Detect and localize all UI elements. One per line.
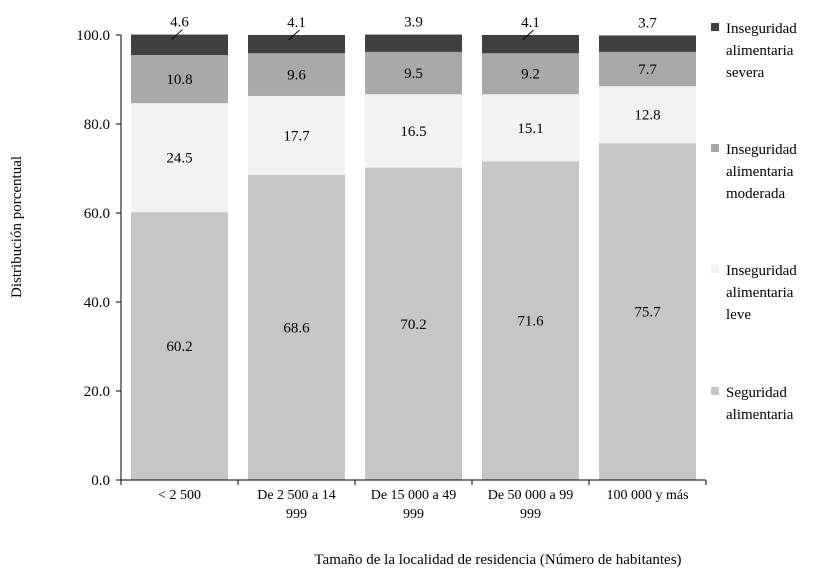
data-label-leader-1 [288, 29, 300, 41]
bar-segment-3-0 [131, 34, 228, 56]
data-label-0-2: 70.2 [400, 317, 426, 333]
legend-label-3: Inseguridad [726, 21, 797, 37]
data-label-1-0: 24.5 [166, 151, 192, 167]
bar-segment-0-0 [131, 212, 228, 481]
x-tick-label-1: De 2 500 a 14 [257, 488, 336, 503]
legend-label-2-line-1: alimentaria [726, 164, 794, 180]
bar-segment-0-3 [482, 161, 579, 480]
bar-segment-2-4 [599, 51, 696, 87]
data-label-0-4: 75.7 [634, 305, 661, 321]
data-label-1-2: 16.5 [400, 124, 426, 140]
data-label-2-3: 9.2 [521, 67, 540, 83]
data-label-0-0: 60.2 [166, 339, 192, 355]
legend-label-0: Seguridad [726, 385, 787, 401]
x-tick-label-4: 100 000 y más [606, 488, 688, 503]
bar-segment-2-2 [365, 51, 462, 95]
data-labels-layer: 60.2 24.5 10.8 4.6 68.6 17.7 9.6 4.1 70.2 16.5 9.5… [166, 15, 661, 355]
legend-swatch-2 [711, 144, 719, 152]
data-label-3-0: 4.6 [170, 15, 189, 31]
legend-label-0-line-1: alimentaria [726, 407, 794, 423]
legend-label-3-line-1: alimentaria [726, 43, 794, 59]
legend-label-3-line-2: severa [726, 65, 765, 81]
data-label-leader-0 [171, 29, 183, 40]
x-axis-title: Tamaño de la localidad de residencia (Nú… [314, 552, 681, 568]
y-axis-title: Distribución porcentual [9, 156, 25, 298]
x-tick-label-1-line-1: 999 [286, 507, 307, 522]
bar-segment-1-4 [599, 86, 696, 144]
data-label-3-1: 4.1 [287, 15, 306, 31]
bars-layer [131, 34, 696, 481]
bar-segment-3-4 [599, 35, 696, 52]
legend: Inseguridad alimentaria severa Inseguridad a… [711, 21, 797, 423]
bar-segment-0-2 [365, 167, 462, 481]
bar-segment-1-0 [131, 103, 228, 213]
y-tick-label-2: 40.0 [84, 295, 110, 311]
x-tick-label-2-line-1: 999 [403, 507, 424, 522]
data-label-0-1: 68.6 [283, 320, 310, 336]
y-tick-label-4: 80.0 [84, 117, 110, 133]
axes-layer: < 2 500 De 2 500 a 14 999 De 15 000 a 49 999… [76, 28, 707, 522]
legend-label-1-line-1: alimentaria [726, 285, 794, 301]
bar-segment-0-4 [599, 143, 696, 480]
legend-label-1-line-2: leve [726, 307, 751, 323]
data-label-3-2: 3.9 [404, 15, 423, 31]
y-tick-label-3: 60.0 [84, 206, 110, 222]
bar-segment-1-2 [365, 94, 462, 168]
bar-segment-2-0 [131, 55, 228, 104]
bar-segment-3-2 [365, 34, 462, 52]
y-tick-label-1: 20.0 [84, 384, 110, 400]
data-label-leader-3 [522, 29, 534, 41]
data-label-1-3: 15.1 [517, 121, 543, 137]
legend-swatch-1 [711, 265, 719, 273]
x-tick-label-0: < 2 500 [158, 488, 201, 503]
data-label-2-2: 9.5 [404, 66, 423, 82]
bar-segment-3-1 [248, 35, 345, 54]
legend-label-2-line-2: moderada [726, 186, 785, 202]
bar-segment-1-1 [248, 95, 345, 175]
data-label-2-4: 7.7 [638, 62, 657, 78]
x-tick-label-3: De 50 000 a 99 [488, 488, 574, 503]
data-label-1-1: 17.7 [283, 128, 310, 144]
y-tick-label-5: 100.0 [76, 28, 110, 44]
bar-segment-1-3 [482, 94, 579, 162]
data-label-3-4: 3.7 [638, 15, 657, 31]
bar-segment-0-1 [248, 174, 345, 481]
bar-segment-2-1 [248, 53, 345, 96]
y-tick-label-0: 0.0 [91, 473, 110, 489]
legend-swatch-3 [711, 23, 719, 31]
legend-label-2: Inseguridad [726, 142, 797, 158]
data-label-3-3: 4.1 [521, 15, 540, 31]
x-tick-label-2: De 15 000 a 49 [371, 488, 457, 503]
bar-segment-3-3 [482, 35, 579, 54]
data-label-1-4: 12.8 [634, 108, 660, 124]
legend-swatch-0 [711, 387, 719, 395]
data-label-0-3: 71.6 [517, 314, 544, 330]
data-label-2-1: 9.6 [287, 68, 306, 84]
bar-segment-2-3 [482, 53, 579, 95]
legend-label-1: Inseguridad [726, 263, 797, 279]
data-label-2-0: 10.8 [166, 72, 192, 88]
x-tick-label-3-line-1: 999 [520, 507, 541, 522]
